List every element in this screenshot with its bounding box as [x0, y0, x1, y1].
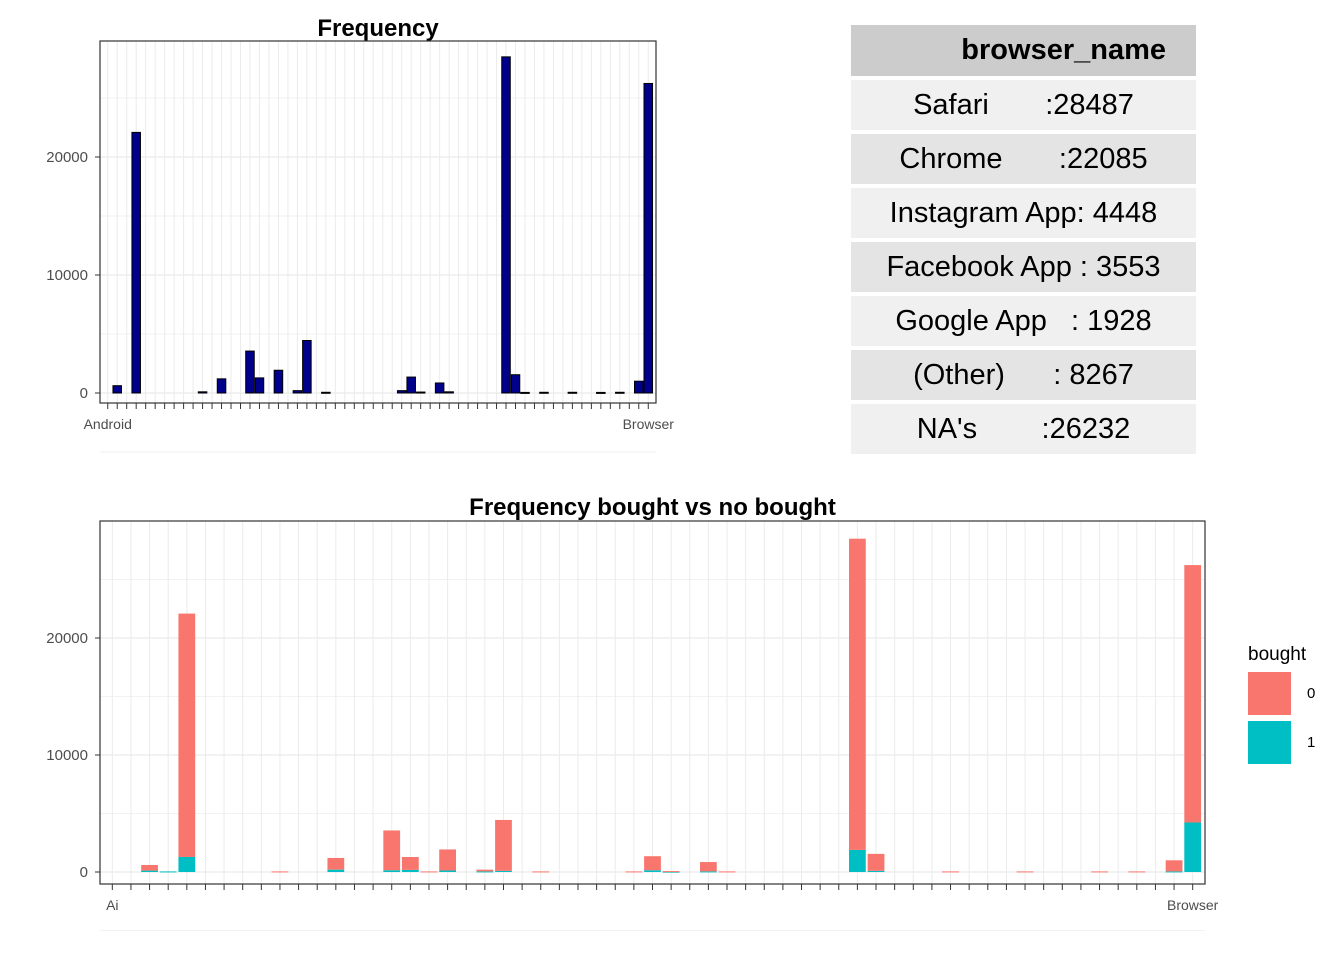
chart2-title: Frequency bought vs no bought — [469, 494, 836, 521]
legend-title: bought — [1248, 644, 1307, 665]
bar-segment — [159, 871, 177, 873]
bar-segment — [1165, 871, 1183, 873]
summary-row: Chrome :22085 — [851, 134, 1196, 184]
bar-segment — [495, 819, 512, 871]
bar — [501, 56, 511, 394]
bar — [510, 374, 521, 394]
bar — [444, 391, 454, 394]
bar-segment — [662, 871, 680, 873]
y-tick-label: 10000 — [46, 267, 88, 284]
chart1-svg: 0 10000 20000 Android Browser — [46, 40, 675, 453]
bar-segment — [699, 871, 717, 873]
summary-row: Google App : 1928 — [851, 296, 1196, 346]
bar-segment — [420, 871, 438, 873]
panel-border — [99, 40, 657, 404]
bar-segment — [439, 870, 456, 872]
y-tick-label: 20000 — [46, 149, 88, 166]
bar-segment — [439, 849, 456, 871]
summary-row: (Other) : 8267 — [851, 350, 1196, 400]
bar-segment — [178, 856, 196, 872]
bar-segment — [327, 869, 345, 872]
chart2-svg: 0 10000 20000 Ai Browser — [46, 520, 1219, 931]
summary-header: browser_name — [851, 25, 1196, 76]
bar — [112, 385, 122, 394]
bar-segment — [141, 870, 158, 872]
bar-segment — [942, 871, 959, 873]
bar — [396, 390, 407, 394]
bar-segment — [327, 857, 345, 870]
bar — [292, 390, 303, 394]
bar — [539, 391, 549, 394]
bar — [434, 382, 445, 394]
bar — [406, 376, 416, 394]
bar-segment — [1128, 871, 1146, 873]
bar — [615, 391, 625, 394]
bar-segment — [178, 613, 196, 857]
summary-rows: Safari :28487 Chrome :22085 Instagram App:… — [851, 80, 1196, 454]
summary-table: browser_name Safari :28487 Chrome :22085 I… — [851, 25, 1196, 454]
bar-segment — [867, 870, 885, 872]
bar — [321, 391, 331, 394]
chart1-title: Frequency — [317, 15, 439, 42]
bar-segment — [1016, 871, 1034, 873]
bar-segment — [849, 849, 866, 872]
bar-segment — [476, 871, 494, 873]
y-tick-label: 20000 — [46, 630, 88, 647]
summary-row: Facebook App : 3553 — [851, 242, 1196, 292]
x-tick-label-first: Ai — [106, 897, 118, 913]
bar — [216, 378, 227, 394]
bar-segment — [1091, 871, 1108, 873]
y-tick-label: 0 — [80, 864, 88, 881]
bar-segment — [271, 871, 289, 873]
bar-segment — [141, 864, 158, 871]
y-tick-label: 10000 — [46, 747, 88, 764]
bar-segment — [867, 853, 885, 871]
bar-segment — [1184, 565, 1202, 823]
bar-segment — [644, 870, 661, 872]
bar — [567, 391, 578, 394]
summary-row: Safari :28487 — [851, 80, 1196, 130]
bar — [302, 340, 312, 394]
bar-segment — [401, 857, 419, 870]
bar-segment — [383, 870, 401, 872]
bar — [415, 391, 426, 394]
bar-segment — [699, 862, 717, 872]
bar-segment — [1165, 860, 1183, 872]
bar-segment — [718, 871, 736, 873]
summary-row: Instagram App: 4448 — [851, 188, 1196, 238]
bar-segment — [495, 870, 512, 872]
bar — [245, 350, 255, 394]
bar-segment — [644, 856, 661, 871]
bar — [273, 369, 284, 394]
summary-row: NA's :26232 — [851, 404, 1196, 454]
x-tick-label-last: Browser — [1167, 897, 1219, 913]
panel-border — [99, 520, 1206, 885]
legend-item: 0 — [1248, 672, 1315, 715]
bar — [520, 391, 530, 394]
bar-segment — [1184, 822, 1202, 872]
legend-label: 1 — [1307, 734, 1316, 751]
y-tick-label: 0 — [80, 385, 88, 402]
bar-segment — [476, 869, 494, 872]
bar — [131, 131, 141, 394]
x-tick-label-first: Android — [84, 416, 132, 432]
bar — [596, 391, 606, 394]
bar-segment — [625, 871, 643, 873]
x-tick-label-last: Browser — [623, 416, 675, 432]
legend-key — [1248, 721, 1291, 764]
bar — [197, 391, 208, 394]
bar — [634, 380, 644, 394]
bar-segment — [401, 869, 419, 872]
bar-segment — [532, 871, 550, 873]
bar — [643, 82, 654, 394]
legend-item: 1 — [1248, 721, 1315, 764]
bar-segment — [383, 830, 401, 871]
bar-segment — [849, 538, 866, 850]
legend-label: 0 — [1307, 685, 1316, 702]
legend-key — [1248, 672, 1291, 715]
bar-segment — [662, 871, 680, 873]
bar — [254, 377, 265, 394]
